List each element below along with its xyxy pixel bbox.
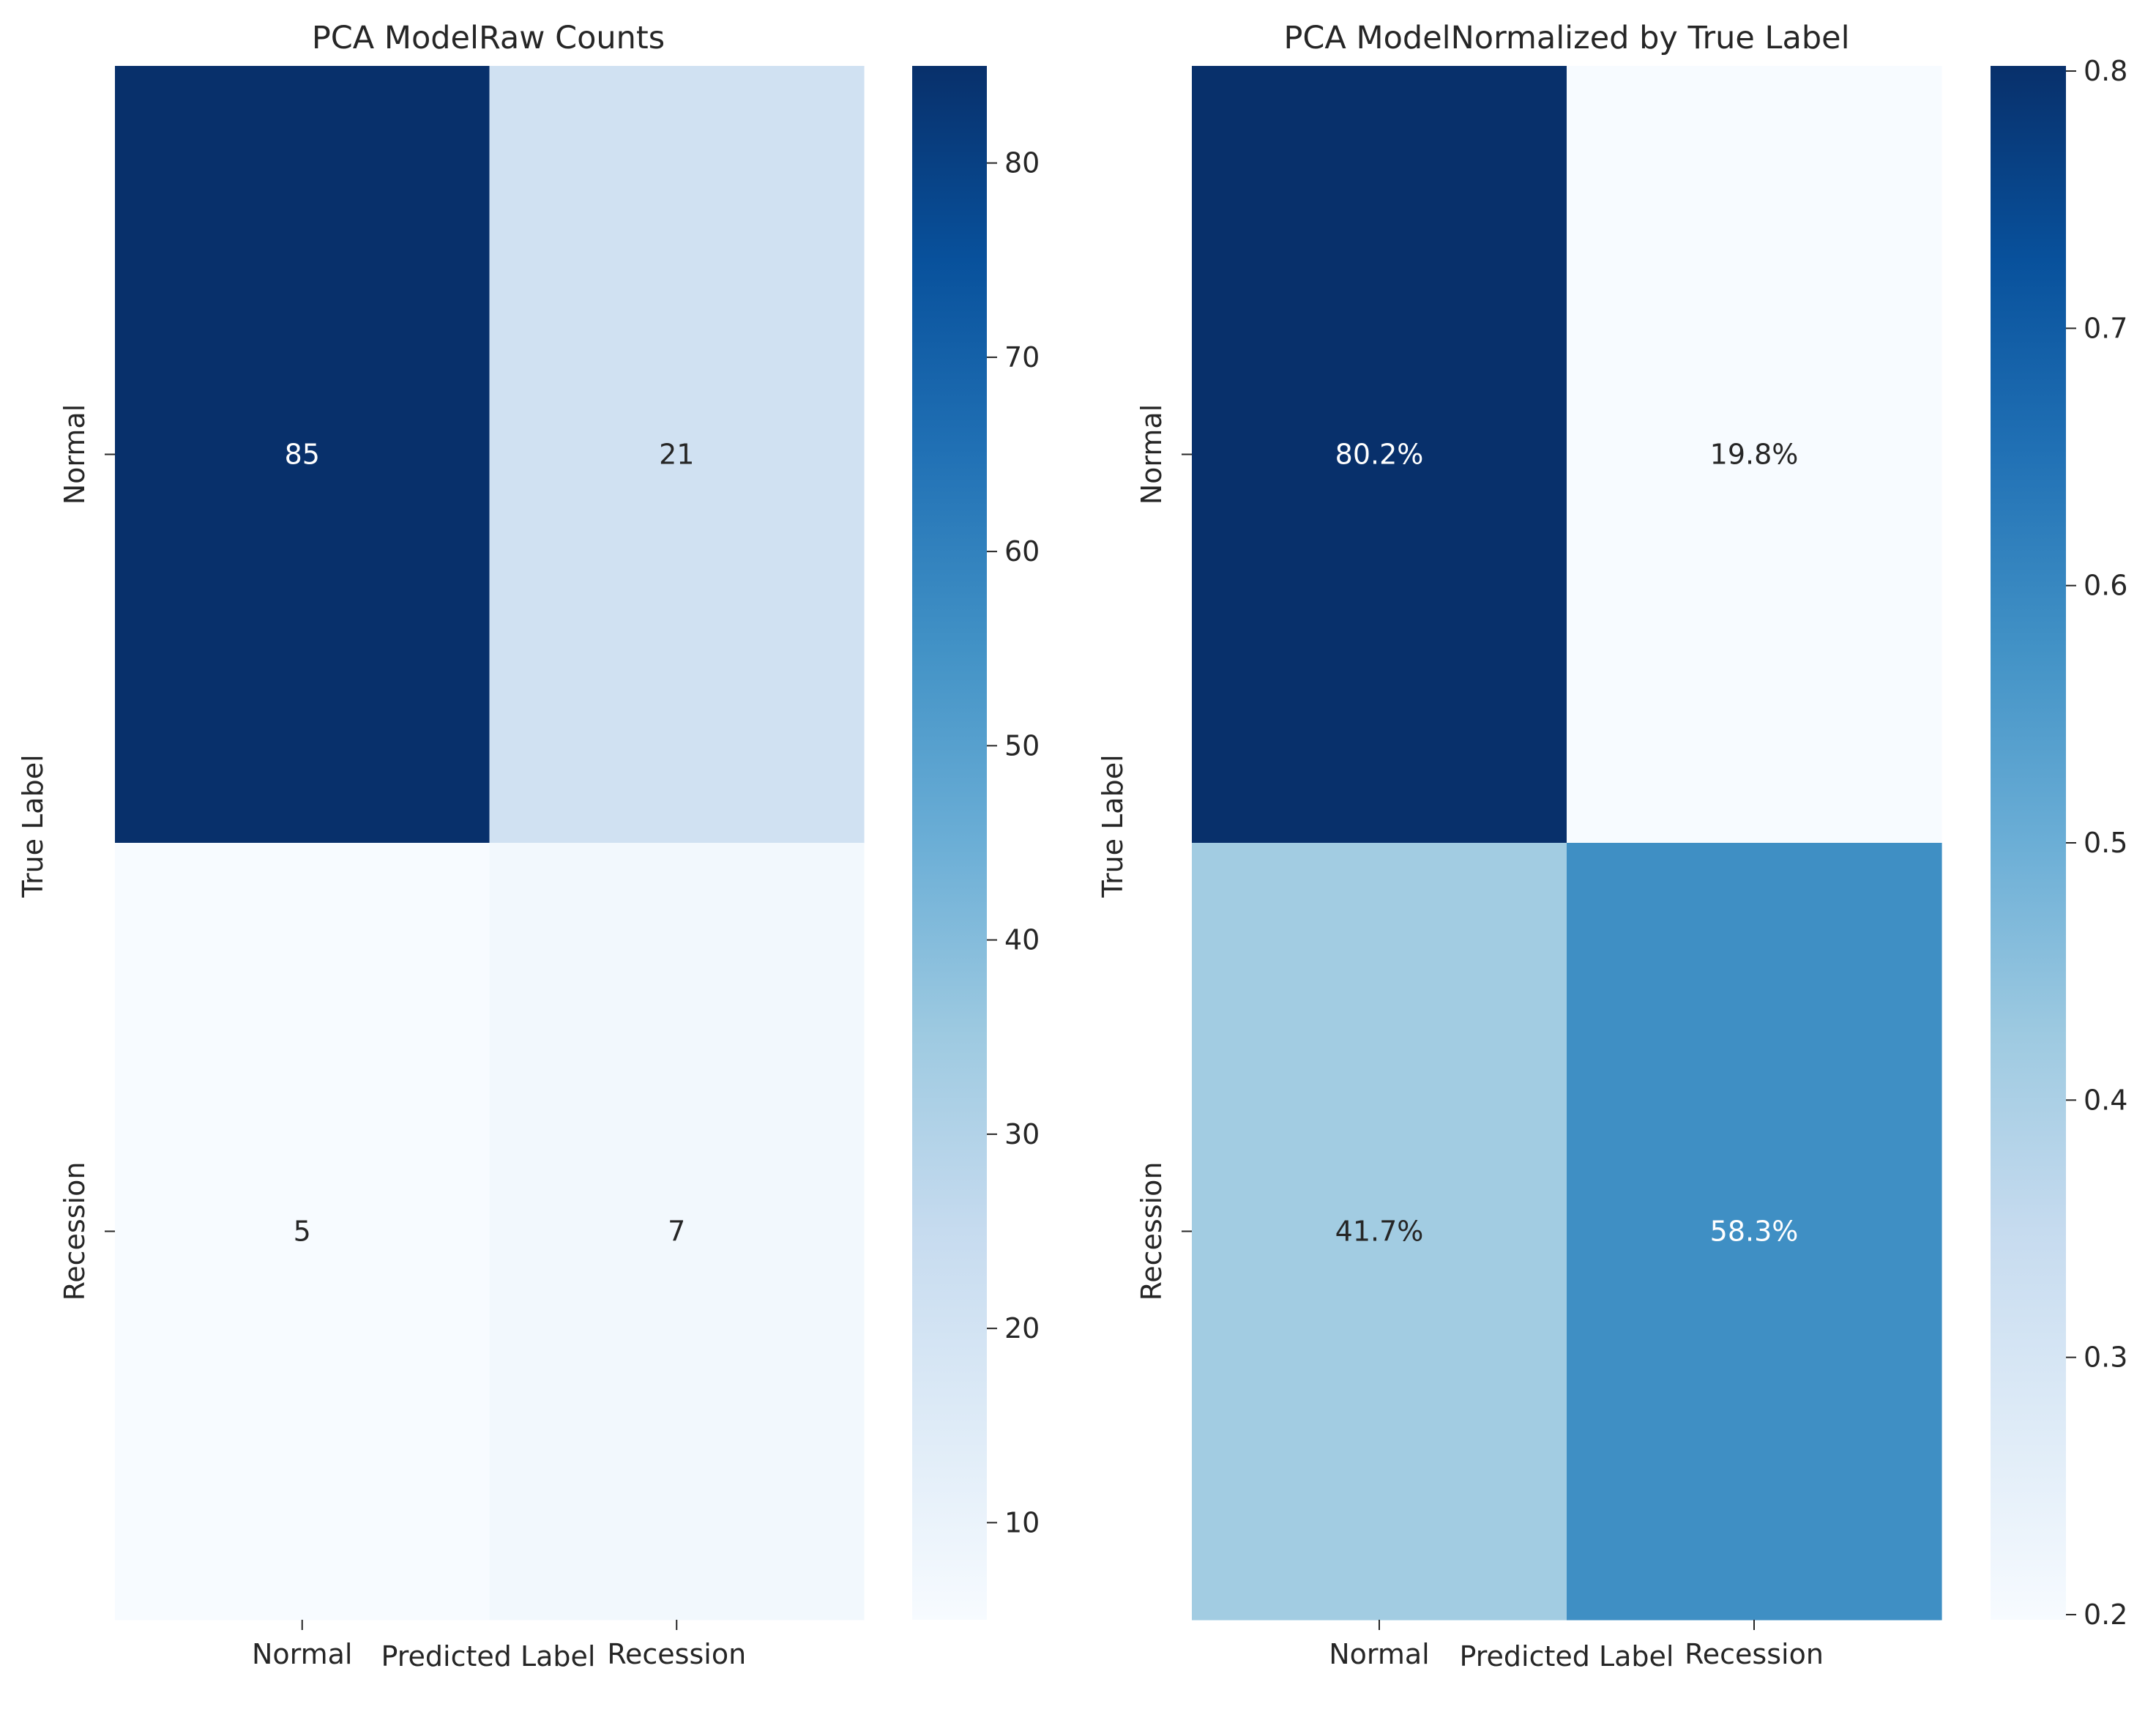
heatmap-cells: 85 21 5 7 [115,66,865,1620]
x-axis-label: Predicted Label [1460,1640,1674,1672]
colorbar-tick-label: 0.7 [2084,312,2127,344]
x-tick-label: Recession [1685,1638,1824,1670]
heatmap-cells: 80.2% 19.8% 41.7% 58.3% [1192,66,1942,1620]
colorbar-tick-label: 0.3 [2084,1342,2127,1374]
x-axis-label: Predicted Label [381,1640,596,1672]
y-tick-label: Recession [59,1162,91,1301]
x-tick-label: Normal [252,1638,353,1670]
colorbar-tick-label: 60 [1004,535,1040,568]
cell-annotation: 7 [668,1216,685,1248]
colorbar-tick-label: 0.5 [2084,827,2127,859]
y-axis-label: True Label [17,754,49,898]
colorbar-tick-label: 0.2 [2084,1599,2127,1631]
cell-annotation: 41.7% [1335,1216,1424,1248]
colorbar-tick-label: 80 [1004,147,1040,179]
cell-annotation: 19.8% [1710,439,1799,471]
y-tick-label: Recession [1135,1162,1168,1301]
colorbar-tick-label: 10 [1004,1506,1040,1538]
chart-title: PCA ModelNormalized by True Label [1283,20,1849,56]
colorbar-tick-label: 0.8 [2084,55,2127,87]
colorbar-tick-label: 0.6 [2084,570,2127,602]
chart-title: PCA ModelRaw Counts [312,20,665,56]
colorbar-tick-label: 0.4 [2084,1084,2127,1116]
cell-annotation: 85 [285,439,320,471]
cell-annotation: 21 [659,439,694,471]
cell-annotation: 58.3% [1710,1216,1799,1248]
colorbar-gradient [912,66,987,1620]
y-axis-label: True Label [1097,754,1129,898]
colorbar-tick-label: 70 [1004,341,1040,373]
x-tick-label: Normal [1329,1638,1430,1670]
colorbar-tick-label: 20 [1004,1312,1040,1344]
colorbar-tick-label: 40 [1004,924,1040,956]
y-tick-label: Normal [59,404,91,505]
colorbar-tick-label: 30 [1004,1118,1040,1150]
x-tick-label: Recession [607,1638,746,1670]
y-tick-label: Normal [1135,404,1168,505]
cell-annotation: 5 [294,1216,311,1248]
colorbar-tick-label: 50 [1004,729,1040,762]
cell-annotation: 80.2% [1335,439,1424,471]
colorbar-gradient [1991,66,2066,1620]
